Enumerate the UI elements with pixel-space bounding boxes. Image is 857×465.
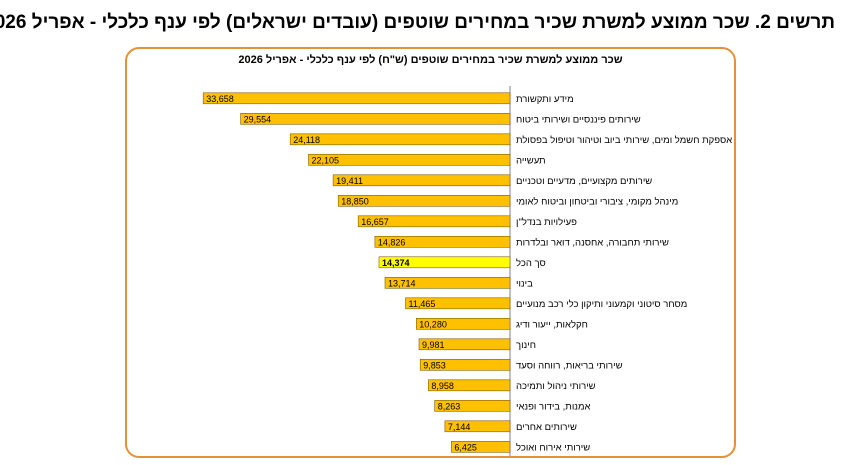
bar-chart: 33,658 מידע ותקשורת 29,554 שירותים פיננסיים… xyxy=(202,86,732,456)
bar xyxy=(308,154,511,166)
bar xyxy=(240,113,511,125)
value-label: 14,374 xyxy=(382,258,410,268)
category-label: שירותי אירוח ואוכל xyxy=(516,441,590,453)
category-label: בינוי xyxy=(516,278,533,289)
category-label: מסחר סיטוני וקמעוני ותיקון כלי רכב מנועי… xyxy=(516,298,687,310)
bar xyxy=(337,195,511,207)
category-label: חינוך xyxy=(516,340,536,351)
value-label: 13,714 xyxy=(388,278,416,288)
value-label: 11,465 xyxy=(409,299,436,309)
figure-title: תרשים 2. שכר ממוצע למשרת שכיר במחירים שו… xyxy=(0,12,835,33)
category-label: פעילויות בנדל"ן xyxy=(516,216,577,228)
value-label: 6,425 xyxy=(454,442,477,452)
bar xyxy=(451,440,511,453)
category-label: שירותים מקצועיים, מדעיים וטכניים xyxy=(516,176,652,187)
bar xyxy=(418,338,511,351)
value-label: 8,263 xyxy=(438,401,461,411)
bar xyxy=(357,215,511,228)
value-label: 9,853 xyxy=(423,360,446,370)
category-label: סך הכל xyxy=(516,257,546,269)
value-label: 14,826 xyxy=(378,237,406,247)
category-label: שירותים אחרים xyxy=(516,422,577,433)
bar xyxy=(434,399,511,412)
value-label: 19,411 xyxy=(336,176,363,186)
value-label: 7,144 xyxy=(448,422,471,432)
category-label: חקלאות, ייעור ודיג xyxy=(516,318,588,330)
value-label: 18,850 xyxy=(341,196,369,206)
bar xyxy=(289,133,511,146)
bar xyxy=(428,379,511,392)
category-label: שירותים פיננסיים ושירותי ביטוח xyxy=(516,114,641,125)
category-label: מידע ותקשורת xyxy=(516,94,574,105)
value-label: 22,105 xyxy=(312,155,340,165)
category-label: מינהל מקומי, ציבורי וביטחון וביטוח לאומי xyxy=(516,195,678,207)
bar xyxy=(202,92,511,105)
category-label: תעשייה xyxy=(516,155,546,166)
value-label: 16,657 xyxy=(361,217,389,227)
bar xyxy=(444,420,511,433)
category-label: אספקת חשמל ומים, שירותי ביוב וטיהור וטיפ… xyxy=(516,134,732,146)
value-label: 29,554 xyxy=(244,114,272,124)
category-label: שירותי בריאות, רווחה וסעד xyxy=(516,360,623,371)
category-label: שירותי תחבורה, אחסנה, דואר ובלדרות xyxy=(516,236,669,248)
chart-title: שכר ממוצע למשרת שכיר במחירים שוטפים (ש"ח… xyxy=(238,54,623,66)
bar xyxy=(332,174,511,187)
category-label: שירותי ניהול ותמיכה xyxy=(516,380,596,392)
value-label: 33,658 xyxy=(206,94,234,104)
category-label: אמנות, בידור ופנאי xyxy=(516,401,591,412)
bar xyxy=(419,358,511,371)
bar xyxy=(405,297,511,310)
bar xyxy=(378,256,511,269)
value-label: 9,981 xyxy=(422,340,445,350)
chart-frame: שכר ממוצע למשרת שכיר במחירים שוטפים (ש"ח… xyxy=(125,47,736,458)
value-label: 8,958 xyxy=(431,381,454,391)
bar xyxy=(384,277,511,289)
value-label: 24,118 xyxy=(293,135,320,145)
bar xyxy=(374,236,511,248)
value-label: 10,280 xyxy=(419,319,447,329)
bar xyxy=(415,317,511,330)
